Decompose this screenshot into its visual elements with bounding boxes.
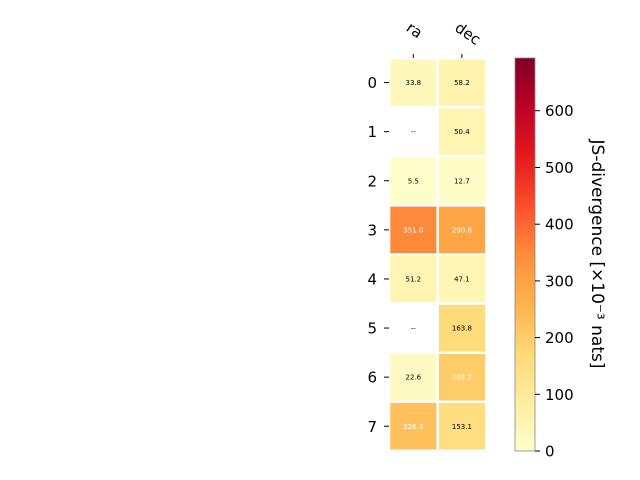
cell-label-7-dec: 153.1 xyxy=(452,423,472,431)
heatmap-cell-6-ra xyxy=(390,353,437,401)
heatmap-cell-5-dec xyxy=(438,304,485,352)
cell-label-2-dec: 12.7 xyxy=(454,177,470,185)
row-label-1: 1 xyxy=(367,123,377,141)
heatmap-cell-4-ra xyxy=(390,255,437,303)
cell-label-3-ra: 351.0 xyxy=(403,226,423,234)
row-label-3: 3 xyxy=(367,221,377,239)
heatmap-cell-7-ra xyxy=(390,402,437,450)
heatmap-cell-4-dec xyxy=(438,255,485,303)
colorbar-ticks: 0 100 200 300 400 500 600 xyxy=(535,102,574,461)
cell-label-6-ra: 22.6 xyxy=(406,374,422,382)
column-tick-labels: ra dec xyxy=(403,19,484,58)
colorbar-tick-label-500: 500 xyxy=(545,159,574,177)
column-label-dec: dec xyxy=(452,19,484,49)
cell-label-6-dec: 202.2 xyxy=(452,374,472,382)
heatmap-cell-7-dec xyxy=(438,402,485,450)
column-label-ra: ra xyxy=(403,19,426,43)
colorbar-label: JS-divergence [×10⁻³ nats] xyxy=(587,139,607,369)
colorbar-tick-label-600: 600 xyxy=(545,102,574,120)
row-label-6: 6 xyxy=(367,369,377,387)
colorbar-tick-label-400: 400 xyxy=(545,216,574,234)
colorbar-tick-label-100: 100 xyxy=(545,386,574,404)
heatmap-cell-2-ra xyxy=(390,157,437,204)
cell-label-0-ra: 33.8 xyxy=(406,79,422,87)
heatmap-cell-0-dec xyxy=(438,59,485,106)
colorbar-tick-label-0: 0 xyxy=(545,443,555,461)
row-label-5: 5 xyxy=(367,320,377,338)
cell-label-0-dec: 58.2 xyxy=(454,79,470,87)
cell-label-3-dec: 290.8 xyxy=(452,226,472,234)
row-label-7: 7 xyxy=(367,418,377,436)
heatmap-cell-3-ra xyxy=(390,206,437,254)
cell-label-1-dec: 50.4 xyxy=(454,128,470,136)
heatmap-cell-3-dec xyxy=(438,206,485,254)
cell-label-5-ra: -- xyxy=(411,325,417,333)
row-tick-labels: 0 1 2 3 4 5 6 7 xyxy=(367,74,389,436)
colorbar-tick-label-300: 300 xyxy=(545,272,574,290)
heatmap-cells: 33.8 58.2 -- 50.4 5.5 12.7 351.0 290.8 51.2 47.1 -… xyxy=(390,59,485,450)
heatmap-cell-2-dec xyxy=(438,157,485,204)
row-label-0: 0 xyxy=(367,74,377,92)
colorbar xyxy=(514,57,536,452)
colorbar-tick-label-200: 200 xyxy=(545,329,574,347)
cell-label-4-ra: 51.2 xyxy=(406,275,422,283)
cell-label-1-ra: -- xyxy=(411,128,417,136)
row-label-4: 4 xyxy=(367,270,377,288)
cell-label-2-ra: 5.5 xyxy=(408,177,419,185)
cell-label-4-dec: 47.1 xyxy=(454,275,470,283)
cell-label-7-ra: 226.3 xyxy=(403,423,423,431)
row-label-2: 2 xyxy=(367,172,377,190)
heatmap-cell-0-ra xyxy=(390,59,437,106)
heatmap-cell-1-dec xyxy=(438,108,485,155)
cell-label-5-dec: 163.8 xyxy=(452,325,472,333)
heatmap-cell-6-dec xyxy=(438,353,485,401)
